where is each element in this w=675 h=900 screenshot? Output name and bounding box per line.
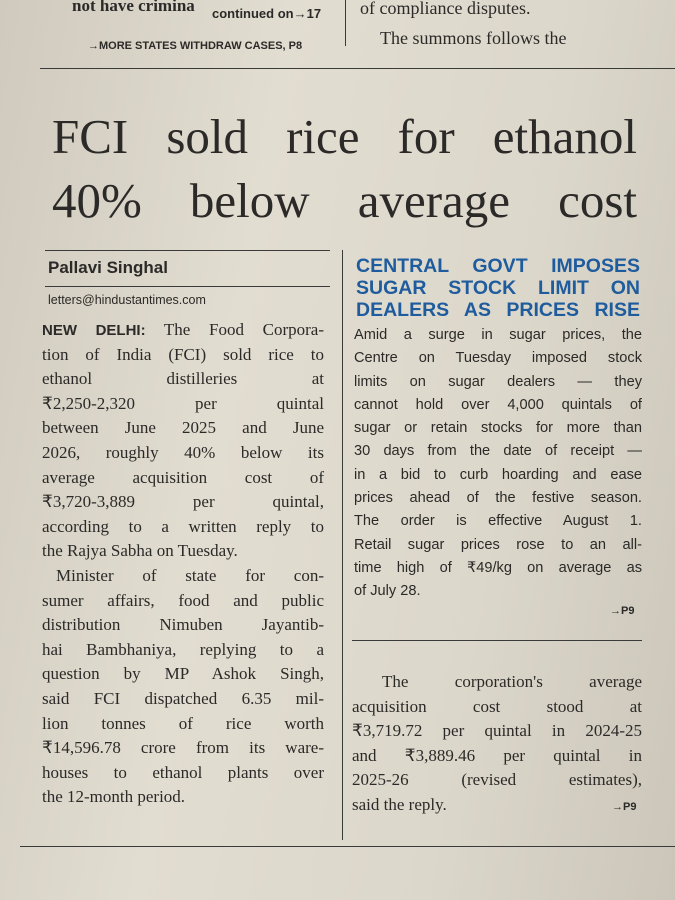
article-line: the Rajya Sabha on Tuesday. — [42, 541, 238, 561]
article-line: the 12-month period. — [42, 787, 186, 807]
sidebar-heading-line: SUGAR STOCK LIMIT ON — [356, 277, 640, 299]
sidebar-line: cannot hold over 4,000 quintals of — [354, 396, 642, 413]
section-rule — [352, 640, 642, 641]
sidebar-line: of July 28. — [354, 583, 421, 600]
article-line: lion tonnes of rice worth — [42, 713, 324, 733]
sidebar-line: in a bid to curb hoarding and ease — [354, 466, 642, 483]
byline-rule — [45, 250, 330, 251]
author: Pallavi Singhal — [48, 258, 168, 277]
headline: FCI sold rice for ethanol 40% below avera… — [52, 105, 637, 233]
sidebar-line: sugar or retain stocks for more than — [354, 420, 642, 437]
section-rule — [20, 846, 675, 847]
sidebar-line: Retail sugar prices rose to an all- — [354, 536, 642, 553]
sidebar-line: prices ahead of the festive season. — [354, 490, 642, 507]
continuation-line: The corporation's average — [382, 672, 642, 691]
article-line: 2026, roughly 40% below its — [42, 442, 324, 462]
top-right-line: of compliance disputes. — [360, 0, 531, 18]
cross-reference: →MORE STATES WITHDRAW CASES, P8 — [88, 40, 303, 52]
continuation: The corporation's average acquisition cos… — [352, 670, 642, 818]
article-line: said FCI dispatched 6.35 mil- — [42, 688, 324, 708]
sidebar-heading-line: DEALERS AS PRICES RISE — [356, 299, 640, 321]
article-line: sumer affairs, food and public — [42, 590, 324, 610]
article-line: between June 2025 and June — [42, 418, 324, 438]
article-line: tion of India (FCI) sold rice to — [42, 344, 324, 364]
continuation-line: said the reply. — [352, 794, 447, 814]
article-line: ₹3,720-3,889 per quintal, — [42, 492, 324, 512]
continuation-line: 2025-26 (revised estimates), — [352, 770, 642, 790]
article-text: The Food Corpora- — [163, 320, 324, 339]
column-rule — [345, 0, 346, 46]
continuation-line: ₹3,719.72 per quintal in 2024-25 — [352, 721, 642, 741]
article-line: ₹14,596.78 crore from its ware- — [42, 738, 324, 758]
sidebar-heading: CENTRAL GOVT IMPOSES SUGAR STOCK LIMIT ON… — [356, 255, 640, 321]
article-line: hai Bambhaniya, replying to a — [42, 639, 324, 659]
article-line: average acquisition cost of — [42, 467, 324, 487]
sidebar-line: Centre on Tuesday imposed stock — [354, 350, 642, 367]
article-line: according to a written reply to — [42, 516, 324, 536]
article-line: question by MP Ashok Singh, — [42, 664, 324, 684]
section-rule — [40, 68, 675, 69]
jump: →P9 — [612, 801, 637, 813]
top-right-line: The summons follows the — [380, 28, 567, 48]
sidebar-body: Amid a surge in sugar prices, the Centre … — [354, 324, 642, 604]
article-line: houses to ethanol plants over — [42, 762, 324, 782]
top-fragment: not have crimina — [72, 0, 195, 15]
byline-rule — [45, 286, 330, 287]
sidebar-line: Amid a surge in sugar prices, the — [354, 327, 642, 343]
continuation-line: and ₹3,889.46 per quintal in — [352, 745, 642, 765]
article-line: NEW DELHI: The Food Corpora- — [42, 318, 324, 343]
continuation-line: acquisition cost stood at — [352, 696, 642, 716]
column-rule — [342, 250, 343, 840]
dateline: NEW DELHI: — [42, 322, 146, 339]
headline-line: FCI sold rice for ethanol — [52, 109, 637, 164]
article-line: ₹2,250-2,320 per quintal — [42, 393, 324, 413]
article-line: ethanol distilleries at — [42, 369, 324, 389]
continued-note: continued on→17 — [212, 6, 322, 21]
sidebar-line: time high of ₹49/kg on average as — [354, 559, 642, 576]
author-email: letters@hindustantimes.com — [48, 293, 206, 307]
article-line: distribution Nimuben Jayantib- — [42, 615, 324, 635]
sidebar-line: The order is effective August 1. — [354, 513, 642, 530]
article-line: Minister of state for con- — [56, 565, 324, 585]
sidebar-line: 30 days from the date of receipt — — [354, 443, 642, 460]
article-column: NEW DELHI: The Food Corpora-tion of Indi… — [42, 318, 324, 810]
jump: →P9 — [610, 605, 635, 617]
sidebar-line: limits on sugar dealers — they — [354, 373, 642, 390]
headline-line: 40% below average cost — [52, 173, 637, 228]
sidebar-heading-line: CENTRAL GOVT IMPOSES — [356, 255, 640, 277]
